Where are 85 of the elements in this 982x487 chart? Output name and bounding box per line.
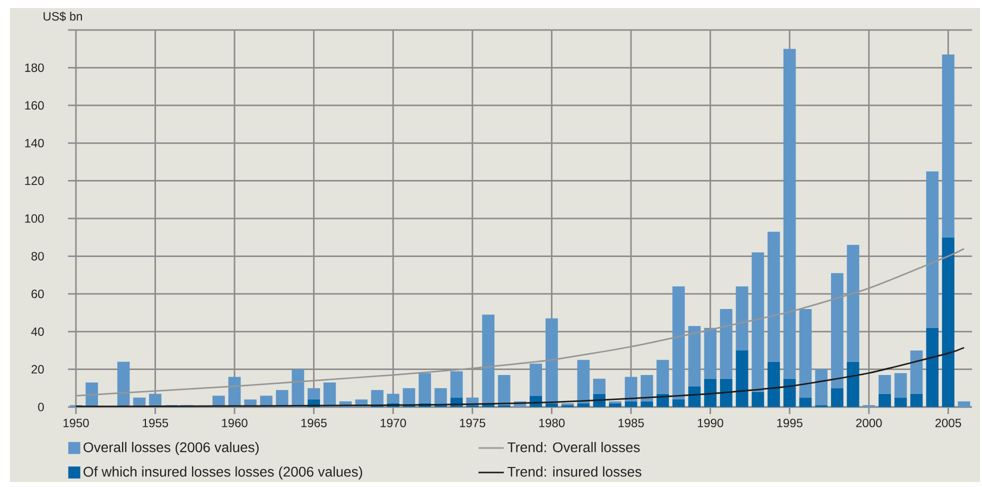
bar bbox=[450, 371, 463, 398]
x-tick-label: 2000 bbox=[856, 418, 882, 428]
bar bbox=[324, 382, 336, 407]
x-tick-label: 2005 bbox=[935, 418, 962, 428]
bar bbox=[894, 373, 907, 398]
bar bbox=[958, 401, 970, 407]
bar bbox=[577, 360, 590, 404]
bar bbox=[624, 401, 638, 407]
bar bbox=[910, 394, 923, 407]
legend-label: Overall losses (2006 values) bbox=[84, 442, 259, 455]
bar bbox=[640, 374, 654, 402]
bar bbox=[577, 403, 590, 407]
bar bbox=[482, 314, 494, 404]
bar bbox=[815, 369, 828, 406]
line-series bbox=[75, 346, 965, 407]
bar bbox=[530, 364, 542, 396]
legend-label: Of which insured losses losses (2006 values) bbox=[84, 466, 362, 480]
bar bbox=[799, 308, 812, 398]
y-tick-label: 0 bbox=[38, 402, 44, 412]
y-tick-label: 40 bbox=[31, 327, 44, 336]
bar bbox=[546, 318, 558, 404]
bar bbox=[752, 392, 764, 407]
bar bbox=[386, 394, 400, 404]
y-tick-label: 100 bbox=[25, 214, 44, 223]
bar bbox=[910, 350, 923, 394]
bar bbox=[768, 362, 780, 407]
bar bbox=[418, 373, 432, 404]
bar bbox=[736, 286, 748, 350]
y-tick-label: 60 bbox=[32, 290, 44, 298]
bar bbox=[846, 362, 860, 407]
bar bbox=[783, 378, 796, 407]
bar bbox=[402, 388, 416, 406]
bar bbox=[752, 252, 764, 392]
bar bbox=[640, 401, 654, 407]
bar bbox=[831, 273, 844, 388]
x-tick-label: 1990 bbox=[698, 418, 724, 428]
x-tick-label: 1950 bbox=[64, 418, 89, 428]
bar bbox=[768, 232, 780, 362]
x-tick-label: 1955 bbox=[142, 418, 168, 428]
bar bbox=[878, 394, 891, 407]
bar bbox=[942, 54, 954, 238]
bar bbox=[926, 171, 939, 328]
x-tick-label: 1980 bbox=[539, 418, 565, 428]
bar bbox=[656, 360, 669, 394]
bar bbox=[894, 398, 907, 407]
bar bbox=[371, 390, 384, 406]
bar bbox=[799, 398, 812, 407]
x-tick-label: 1970 bbox=[380, 418, 406, 428]
bar bbox=[672, 399, 685, 407]
y-tick-label: 80 bbox=[31, 252, 44, 260]
bar bbox=[704, 378, 716, 407]
bar bbox=[672, 286, 685, 400]
bar bbox=[704, 328, 716, 379]
bar bbox=[117, 362, 130, 407]
y-tick-label: 120 bbox=[25, 176, 44, 186]
x-tick-label: 1985 bbox=[618, 418, 644, 428]
bar bbox=[624, 376, 638, 402]
bar bbox=[434, 388, 447, 406]
y-axis-title: US$ bn bbox=[44, 12, 82, 22]
bar bbox=[878, 374, 891, 394]
bar bbox=[783, 48, 796, 379]
bar bbox=[942, 237, 954, 407]
x-tick-label: 1965 bbox=[301, 418, 327, 428]
bar bbox=[688, 326, 701, 386]
legend-label: Trend: insured losses bbox=[508, 466, 642, 477]
bar bbox=[926, 328, 939, 407]
bar bbox=[546, 403, 558, 407]
x-tick-label: 1995 bbox=[777, 418, 802, 428]
bar bbox=[593, 378, 606, 394]
bar bbox=[831, 388, 844, 407]
y-tick-label: 160 bbox=[25, 101, 44, 110]
bar bbox=[736, 350, 748, 407]
x-tick-label: 1960 bbox=[222, 418, 248, 428]
bar bbox=[308, 388, 320, 400]
bar bbox=[608, 403, 622, 407]
bar bbox=[276, 390, 288, 407]
bar bbox=[498, 374, 510, 406]
y-tick-label: 180 bbox=[25, 63, 44, 72]
x-tick-label: 1975 bbox=[460, 418, 486, 428]
bar bbox=[720, 378, 732, 407]
y-tick-label: 140 bbox=[25, 138, 44, 148]
y-tick-label: 20 bbox=[32, 365, 44, 374]
bar bbox=[846, 244, 860, 362]
bar bbox=[720, 308, 732, 379]
legend-label: Trend: Overall losses bbox=[508, 442, 640, 452]
